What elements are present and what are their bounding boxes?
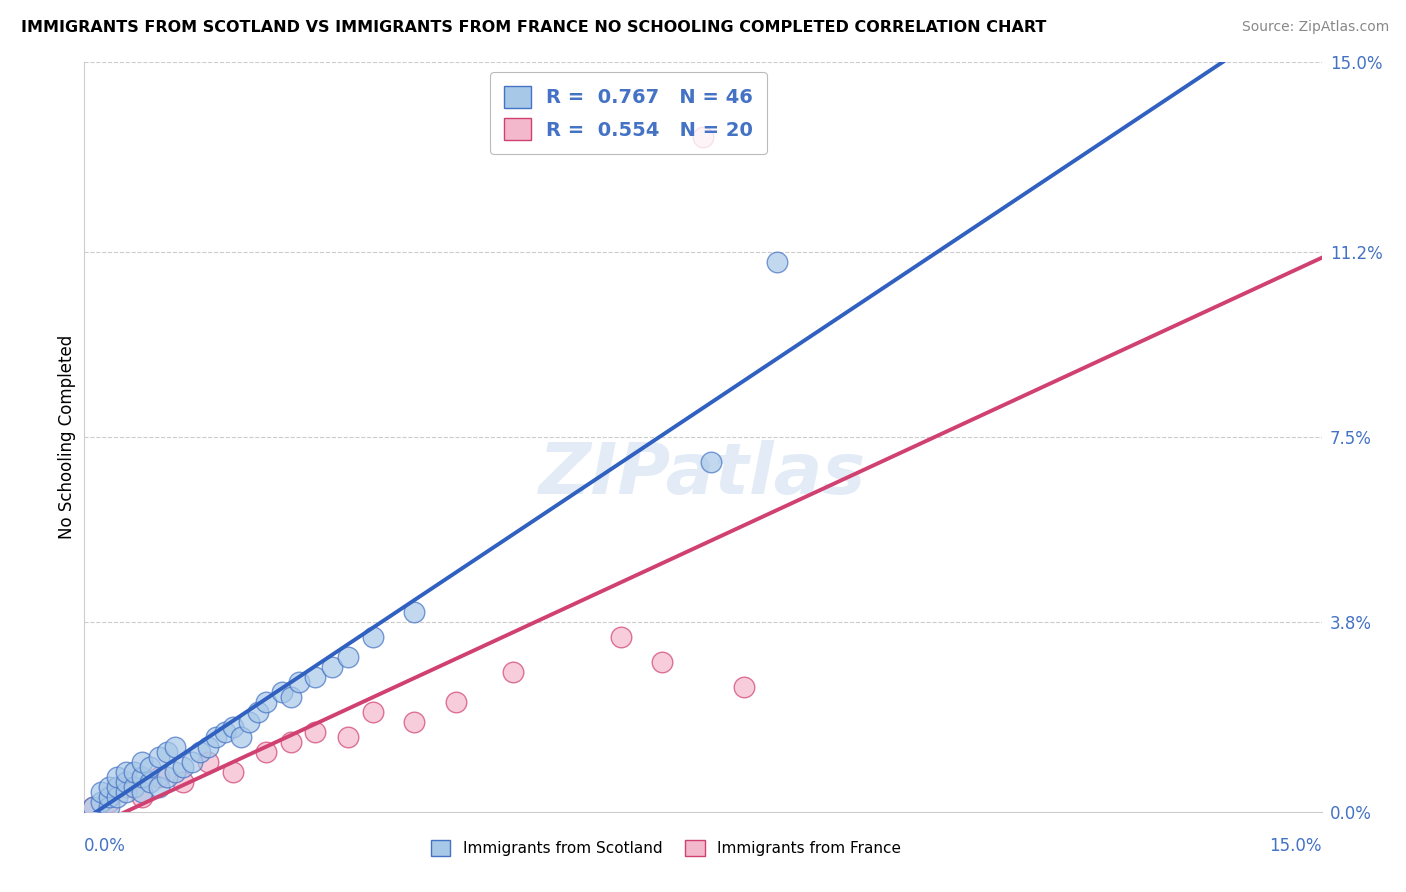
Point: [444, 695, 467, 709]
Point: [321, 660, 343, 674]
Point: [361, 630, 384, 644]
Point: [131, 789, 153, 804]
Point: [361, 705, 384, 719]
Text: Source: ZipAtlas.com: Source: ZipAtlas.com: [1241, 20, 1389, 34]
Point: [148, 780, 170, 794]
Point: [131, 785, 153, 799]
Point: [222, 720, 245, 734]
Point: [172, 760, 194, 774]
Point: [609, 630, 631, 644]
Point: [197, 755, 219, 769]
Point: [229, 730, 252, 744]
Point: [280, 690, 302, 704]
Legend: Immigrants from Scotland, Immigrants from France: Immigrants from Scotland, Immigrants fro…: [423, 832, 908, 864]
Point: [114, 774, 136, 789]
Point: [156, 745, 179, 759]
Point: [82, 799, 104, 814]
Point: [98, 799, 121, 814]
Point: [288, 674, 311, 689]
Point: [165, 739, 187, 754]
Point: [692, 130, 714, 145]
Point: [105, 770, 128, 784]
Point: [172, 774, 194, 789]
Point: [651, 655, 673, 669]
Point: [700, 455, 723, 469]
Point: [180, 755, 202, 769]
Point: [131, 755, 153, 769]
Point: [766, 255, 789, 269]
Text: 0.0%: 0.0%: [84, 837, 127, 855]
Point: [188, 745, 211, 759]
Point: [733, 680, 755, 694]
Point: [122, 780, 145, 794]
Point: [114, 785, 136, 799]
Point: [131, 770, 153, 784]
Point: [238, 714, 260, 729]
Point: [254, 745, 277, 759]
Point: [214, 724, 236, 739]
Point: [82, 799, 104, 814]
Point: [197, 739, 219, 754]
Point: [105, 789, 128, 804]
Point: [148, 749, 170, 764]
Point: [502, 665, 524, 679]
Point: [337, 649, 360, 664]
Point: [222, 764, 245, 779]
Point: [404, 605, 426, 619]
Point: [139, 774, 162, 789]
Y-axis label: No Schooling Completed: No Schooling Completed: [58, 335, 76, 539]
Point: [254, 695, 277, 709]
Text: 15.0%: 15.0%: [1270, 837, 1322, 855]
Point: [98, 780, 121, 794]
Point: [246, 705, 269, 719]
Point: [90, 795, 112, 809]
Point: [205, 730, 228, 744]
Point: [114, 780, 136, 794]
Point: [404, 714, 426, 729]
Point: [271, 685, 294, 699]
Point: [148, 770, 170, 784]
Point: [122, 764, 145, 779]
Point: [304, 670, 326, 684]
Point: [114, 764, 136, 779]
Point: [98, 789, 121, 804]
Point: [156, 770, 179, 784]
Text: IMMIGRANTS FROM SCOTLAND VS IMMIGRANTS FROM FRANCE NO SCHOOLING COMPLETED CORREL: IMMIGRANTS FROM SCOTLAND VS IMMIGRANTS F…: [21, 20, 1046, 35]
Point: [337, 730, 360, 744]
Point: [139, 760, 162, 774]
Point: [90, 785, 112, 799]
Point: [105, 780, 128, 794]
Point: [304, 724, 326, 739]
Point: [280, 735, 302, 749]
Text: ZIPatlas: ZIPatlas: [540, 440, 866, 509]
Point: [98, 795, 121, 809]
Point: [165, 764, 187, 779]
